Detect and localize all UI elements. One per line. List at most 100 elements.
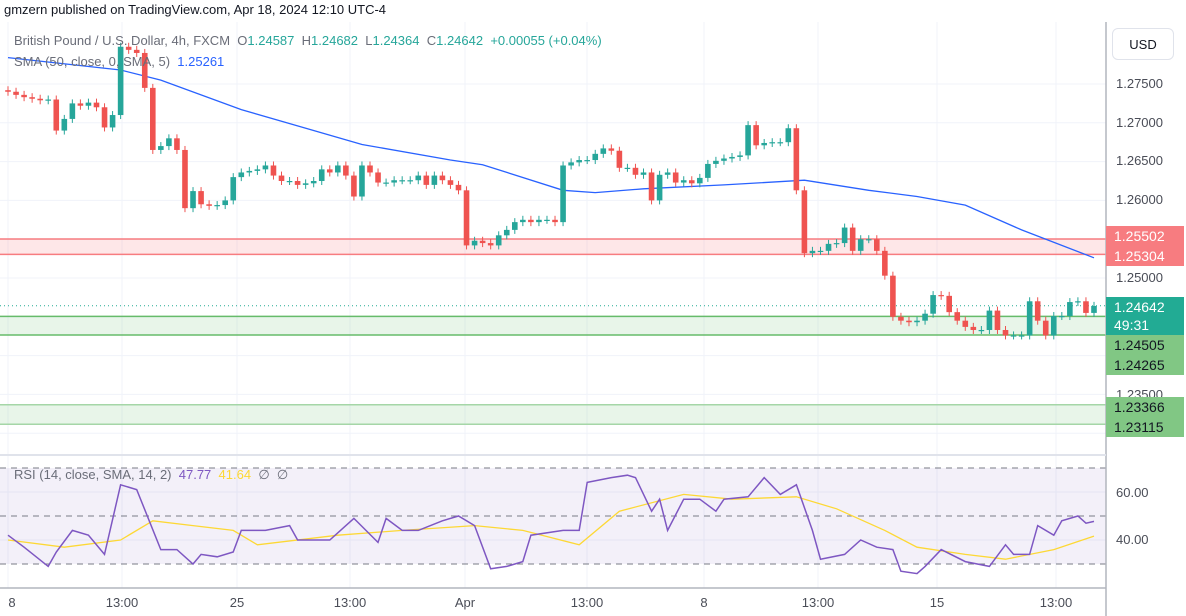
candle-body xyxy=(986,310,993,330)
candle xyxy=(391,176,397,187)
candle xyxy=(552,215,558,227)
candle xyxy=(61,114,68,135)
high-label: H xyxy=(301,33,312,48)
candle xyxy=(37,94,43,105)
time-tick: 13:00 xyxy=(105,595,139,610)
candle-body xyxy=(874,239,880,251)
candle xyxy=(793,124,800,195)
candle xyxy=(954,308,961,325)
support2-bottom: 1.23115 xyxy=(1114,419,1164,435)
candle-body xyxy=(592,153,599,161)
candle xyxy=(737,151,743,161)
candle-body xyxy=(407,180,414,182)
candle xyxy=(174,134,180,154)
candle xyxy=(278,171,285,185)
symbol-name: British Pound / U.S. Dollar, 4h, FXCM xyxy=(14,33,231,48)
candle-body xyxy=(898,316,904,321)
candle-body xyxy=(326,169,333,173)
candle xyxy=(536,215,542,227)
candle-body xyxy=(439,175,446,181)
candle xyxy=(254,165,261,175)
rsi-legend[interactable]: RSI (14, close, SMA, 14, 2) 47.77 41.64 … xyxy=(14,467,288,483)
candle-body xyxy=(882,250,888,276)
candle xyxy=(680,176,687,187)
candle xyxy=(150,83,156,154)
candle-body xyxy=(600,148,607,154)
time-tick: 13:00 xyxy=(333,595,367,610)
candle-body xyxy=(391,180,397,183)
candle-body xyxy=(246,170,253,173)
candle-body xyxy=(664,172,671,175)
candle-body xyxy=(318,169,325,181)
candle xyxy=(383,178,389,187)
candle xyxy=(166,134,172,151)
candle xyxy=(447,176,454,189)
candle-body xyxy=(552,219,558,223)
candle-body xyxy=(77,103,84,106)
candle xyxy=(713,156,719,168)
candle-body xyxy=(705,163,711,178)
time-tick: 13:00 xyxy=(570,595,604,610)
candle xyxy=(1042,316,1049,340)
candle xyxy=(1018,331,1025,340)
candle-body xyxy=(278,175,285,181)
candle xyxy=(938,291,944,300)
candle-body xyxy=(61,118,68,131)
candle xyxy=(801,186,808,258)
candle xyxy=(53,95,60,135)
candle-body xyxy=(1050,316,1057,336)
candle xyxy=(21,90,27,102)
rsi-ma-line xyxy=(7,493,1095,560)
rsi-level-lines xyxy=(0,467,1106,565)
candle-body xyxy=(310,181,317,184)
candle xyxy=(77,99,84,110)
time-tick: 8 xyxy=(700,595,708,610)
level-zones xyxy=(0,238,1106,426)
candle-body xyxy=(125,46,132,50)
sma-legend[interactable]: SMA (50, close, 0, SMA, 5) 1.25261 xyxy=(14,54,224,69)
candle xyxy=(962,316,969,331)
candle-body xyxy=(568,162,574,166)
candle-body xyxy=(415,175,422,181)
candle xyxy=(576,156,582,167)
price-tick: 1.25000 xyxy=(1116,270,1163,285)
candle-body xyxy=(1083,301,1089,313)
candle xyxy=(351,171,357,201)
candle-body xyxy=(608,148,615,151)
time-tick: 15 xyxy=(929,595,945,610)
candle xyxy=(745,121,751,160)
symbol-legend[interactable]: British Pound / U.S. Dollar, 4h, FXCM O1… xyxy=(14,33,602,48)
current-price: 1.24642 xyxy=(1114,299,1165,315)
candle xyxy=(898,312,904,325)
candle xyxy=(946,291,952,317)
candle xyxy=(222,196,228,210)
candle xyxy=(302,179,309,189)
candle xyxy=(158,142,164,154)
resistance-top: 1.25502 xyxy=(1114,228,1165,244)
candle xyxy=(262,161,269,174)
candle xyxy=(865,235,872,244)
candle xyxy=(528,215,534,227)
close-value: 1.24642 xyxy=(436,33,484,48)
candle-body xyxy=(343,165,349,176)
candle xyxy=(841,223,848,248)
candle-body xyxy=(688,180,695,184)
candle xyxy=(101,103,108,132)
candle-body xyxy=(190,191,196,209)
time-tick: Apr xyxy=(454,595,476,610)
candle xyxy=(874,235,880,255)
candle-body xyxy=(479,240,486,244)
open-value: 1.24587 xyxy=(247,33,295,48)
candle xyxy=(471,236,478,250)
currency-button[interactable]: USD xyxy=(1112,28,1174,60)
candle-body xyxy=(133,49,140,53)
candle-body xyxy=(697,177,703,184)
candle-body xyxy=(978,329,985,332)
candle-body xyxy=(849,227,856,251)
candle-body xyxy=(69,103,76,119)
candle xyxy=(697,173,703,188)
candle xyxy=(785,124,792,147)
candle xyxy=(133,45,140,57)
candle-body xyxy=(230,177,237,201)
